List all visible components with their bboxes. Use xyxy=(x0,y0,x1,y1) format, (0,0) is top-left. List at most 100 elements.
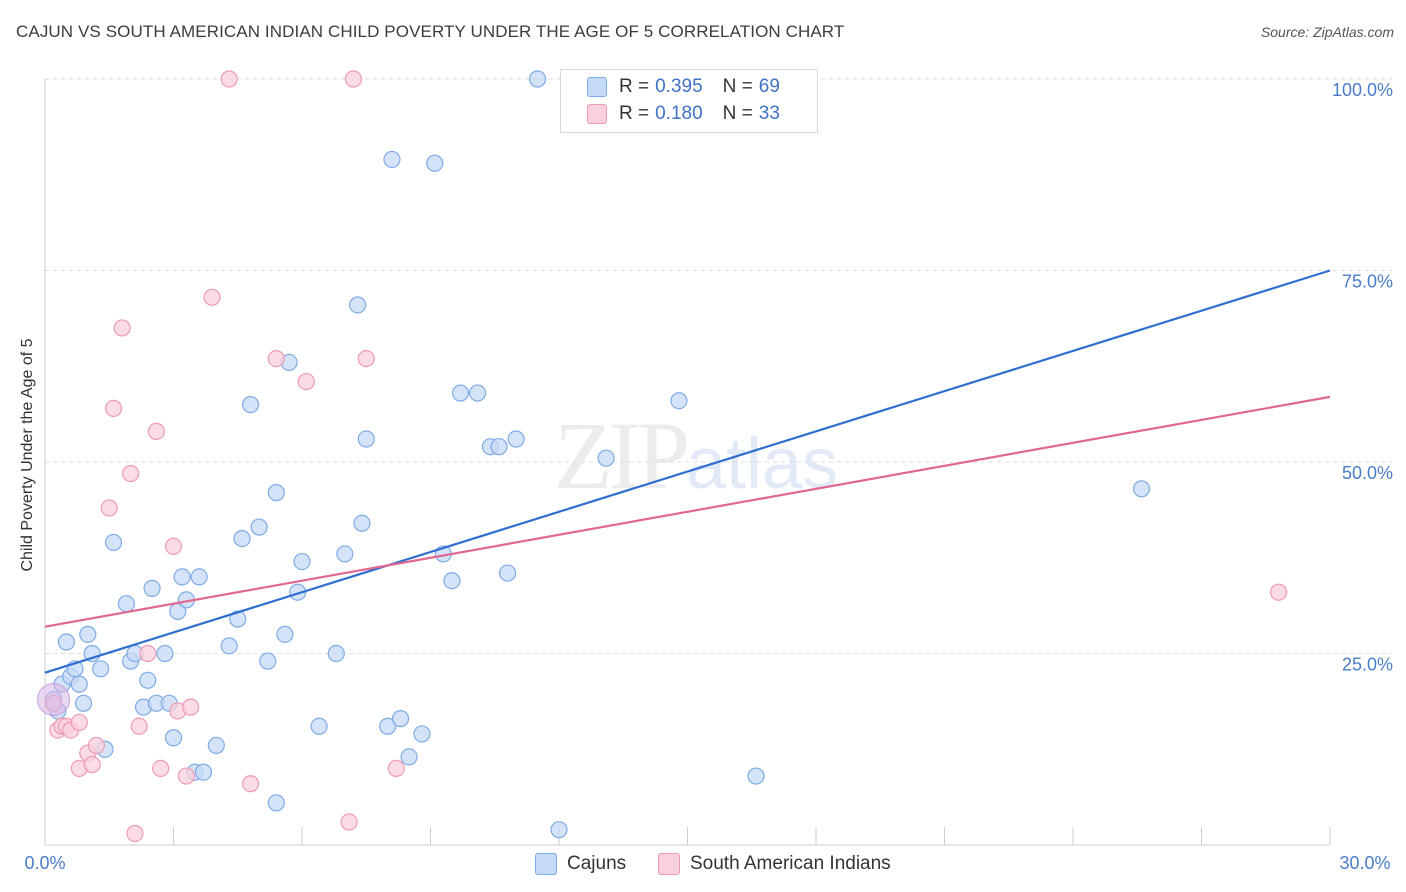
data-point xyxy=(400,748,418,766)
data-point xyxy=(100,499,118,517)
data-point xyxy=(293,552,311,571)
data-point xyxy=(1269,583,1288,601)
data-point xyxy=(426,154,444,172)
legend-n-value: 33 xyxy=(758,103,780,124)
data-point xyxy=(357,349,375,368)
legend-n-label: N = xyxy=(722,76,753,97)
data-point xyxy=(336,545,354,563)
data-point xyxy=(250,518,268,536)
data-point xyxy=(139,671,157,689)
data-point xyxy=(259,652,277,670)
legend-row-south-american-indians: R = 0.180 N = 33 xyxy=(587,102,780,126)
data-point xyxy=(104,533,123,552)
data-point xyxy=(173,568,191,586)
data-point xyxy=(242,395,260,414)
data-point xyxy=(70,713,88,732)
data-point xyxy=(327,644,345,663)
data-point xyxy=(147,422,165,440)
x-tick-label: 0.0% xyxy=(24,853,65,873)
data-point xyxy=(1132,480,1151,498)
stats-legend: R = 0.395 N = 69 R = 0.180 N = 33 xyxy=(560,69,818,133)
data-point xyxy=(143,579,161,597)
data-point xyxy=(57,633,76,651)
data-point xyxy=(152,759,170,778)
bottom-legend-label-south-american-indians: South American Indians xyxy=(690,853,891,874)
data-point xyxy=(469,384,487,402)
data-point xyxy=(130,717,148,735)
data-point xyxy=(122,464,140,483)
legend-row-cajuns: R = 0.395 N = 69 xyxy=(587,75,780,99)
axes xyxy=(44,79,1331,846)
y-tick-label: 100.0% xyxy=(1332,80,1393,100)
data-point xyxy=(276,625,294,643)
data-point-cluster xyxy=(37,682,71,716)
data-point xyxy=(267,349,285,368)
data-point xyxy=(182,698,200,716)
data-point xyxy=(139,644,157,663)
bottom-legend-south-american-indians: South American Indians xyxy=(658,851,891,877)
legend-r-label: R = xyxy=(619,76,650,97)
data-point xyxy=(383,150,401,169)
data-point xyxy=(391,710,410,728)
y-tick-label: 25.0% xyxy=(1342,655,1393,675)
tick-labels: 25.0% 50.0% 75.0% 100.0% 0.0% 30.0% xyxy=(24,80,1393,873)
data-point xyxy=(220,70,238,88)
data-point xyxy=(353,514,371,532)
bottom-legend-swatch-cajuns xyxy=(535,853,557,875)
legend-n-label: N = xyxy=(722,103,753,124)
data-point xyxy=(340,813,358,831)
data-point xyxy=(203,288,221,306)
data-point xyxy=(499,564,517,582)
data-point xyxy=(349,296,367,314)
data-point xyxy=(207,736,225,755)
x-tick-label: 30.0% xyxy=(1339,853,1390,873)
legend-swatch-south-american-indians xyxy=(587,104,607,124)
y-tick-label: 50.0% xyxy=(1342,463,1393,483)
trend-line xyxy=(44,395,1331,628)
trend-line xyxy=(44,269,1331,674)
y-tick-label: 75.0% xyxy=(1342,272,1393,292)
data-point xyxy=(670,392,688,410)
data-point xyxy=(490,438,508,456)
data-point xyxy=(164,729,183,747)
data-point xyxy=(443,572,461,590)
data-point xyxy=(79,625,97,643)
data-point xyxy=(220,637,238,655)
data-point xyxy=(357,430,375,448)
data-point xyxy=(387,759,405,778)
data-points xyxy=(37,70,1288,843)
data-point xyxy=(451,384,470,402)
data-point xyxy=(528,70,547,88)
data-point xyxy=(190,568,208,586)
data-point xyxy=(233,529,251,548)
data-point xyxy=(267,484,285,502)
data-point xyxy=(747,767,765,785)
data-point xyxy=(113,319,131,337)
data-point xyxy=(597,449,615,467)
data-point xyxy=(126,824,144,843)
bottom-legend-cajuns: Cajuns xyxy=(535,851,626,877)
legend-r-value: 0.180 xyxy=(655,103,703,124)
data-point xyxy=(74,694,93,712)
data-point xyxy=(164,537,183,555)
data-point xyxy=(117,595,135,613)
data-point xyxy=(104,399,123,417)
data-point xyxy=(92,660,110,678)
bottom-legend-label-cajuns: Cajuns xyxy=(567,853,627,874)
bottom-legend-swatch-south-american-indians xyxy=(658,853,680,875)
data-point xyxy=(379,717,397,735)
data-point xyxy=(194,763,213,781)
data-point xyxy=(242,775,260,793)
trend-lines xyxy=(44,269,1331,674)
grid xyxy=(45,78,1392,654)
data-point xyxy=(344,70,362,88)
source-label: Source: ZipAtlas.com xyxy=(1260,24,1394,40)
data-point xyxy=(87,736,106,755)
data-point xyxy=(310,717,328,735)
chart-title: CAJUN VS SOUTH AMERICAN INDIAN CHILD POV… xyxy=(16,22,845,41)
data-point xyxy=(550,821,568,839)
data-point xyxy=(83,755,101,774)
data-point xyxy=(289,583,307,601)
data-point xyxy=(177,767,195,785)
